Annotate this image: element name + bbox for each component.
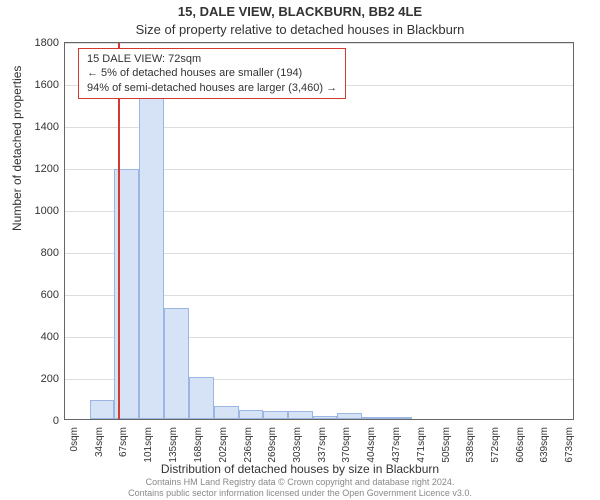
- marker-line: [118, 43, 120, 419]
- histogram-bar: [288, 411, 313, 419]
- x-tick-label: 606sqm: [515, 427, 526, 463]
- annotation-line: ← 5% of detached houses are smaller (194…: [87, 66, 337, 80]
- x-tick-label: 471sqm: [416, 427, 427, 463]
- footer-line: Contains HM Land Registry data © Crown c…: [0, 477, 600, 488]
- x-tick-label: 437sqm: [391, 427, 402, 463]
- y-tick-label: 1200: [35, 163, 59, 175]
- histogram-bar: [90, 400, 114, 419]
- x-tick-label: 67sqm: [118, 427, 129, 457]
- x-tick-label: 370sqm: [341, 427, 352, 463]
- histogram-bar: [387, 417, 412, 419]
- x-tick-label: 202sqm: [218, 427, 229, 463]
- histogram-bar: [189, 377, 214, 419]
- grid-line: [65, 43, 573, 44]
- y-tick-label: 400: [41, 331, 59, 343]
- x-tick-label: 34sqm: [94, 427, 105, 457]
- y-tick-label: 600: [41, 289, 59, 301]
- x-tick-label: 101sqm: [143, 427, 154, 463]
- y-tick-label: 1800: [35, 37, 59, 49]
- histogram-bar: [214, 406, 239, 419]
- histogram-bar: [239, 410, 263, 419]
- x-tick-label: 269sqm: [267, 427, 278, 463]
- histogram-bar: [139, 98, 164, 419]
- histogram-bar: [362, 417, 386, 419]
- page-subtitle: Size of property relative to detached ho…: [0, 22, 600, 37]
- histogram-bar: [164, 308, 188, 419]
- x-tick-label: 135sqm: [168, 427, 179, 463]
- y-tick-label: 0: [53, 415, 59, 427]
- x-tick-label: 572sqm: [490, 427, 501, 463]
- annotation-line: 94% of semi-detached houses are larger (…: [87, 81, 337, 95]
- y-tick-label: 1400: [35, 121, 59, 133]
- y-tick-label: 800: [41, 247, 59, 259]
- histogram-bar: [337, 413, 362, 419]
- x-tick-label: 538sqm: [465, 427, 476, 463]
- x-tick-label: 404sqm: [366, 427, 377, 463]
- x-tick-label: 168sqm: [193, 427, 204, 463]
- y-tick-label: 1000: [35, 205, 59, 217]
- x-tick-label: 0sqm: [69, 427, 80, 451]
- x-tick-label: 337sqm: [317, 427, 328, 463]
- x-tick-label: 303sqm: [292, 427, 303, 463]
- x-tick-label: 505sqm: [441, 427, 452, 463]
- annotation-box: 15 DALE VIEW: 72sqm← 5% of detached hous…: [78, 48, 346, 99]
- footer-attribution: Contains HM Land Registry data © Crown c…: [0, 477, 600, 499]
- histogram-bar: [313, 416, 337, 419]
- footer-line: Contains public sector information licen…: [0, 488, 600, 499]
- annotation-line: 15 DALE VIEW: 72sqm: [87, 52, 337, 66]
- y-tick-label: 1600: [35, 79, 59, 91]
- y-tick-label: 200: [41, 373, 59, 385]
- y-axis-label: Number of detached properties: [10, 66, 24, 231]
- page-title: 15, DALE VIEW, BLACKBURN, BB2 4LE: [0, 4, 600, 19]
- histogram-bar: [263, 411, 288, 419]
- x-tick-label: 236sqm: [243, 427, 254, 463]
- x-tick-label: 673sqm: [564, 427, 575, 463]
- x-axis-label: Distribution of detached houses by size …: [0, 462, 600, 476]
- x-tick-label: 639sqm: [539, 427, 550, 463]
